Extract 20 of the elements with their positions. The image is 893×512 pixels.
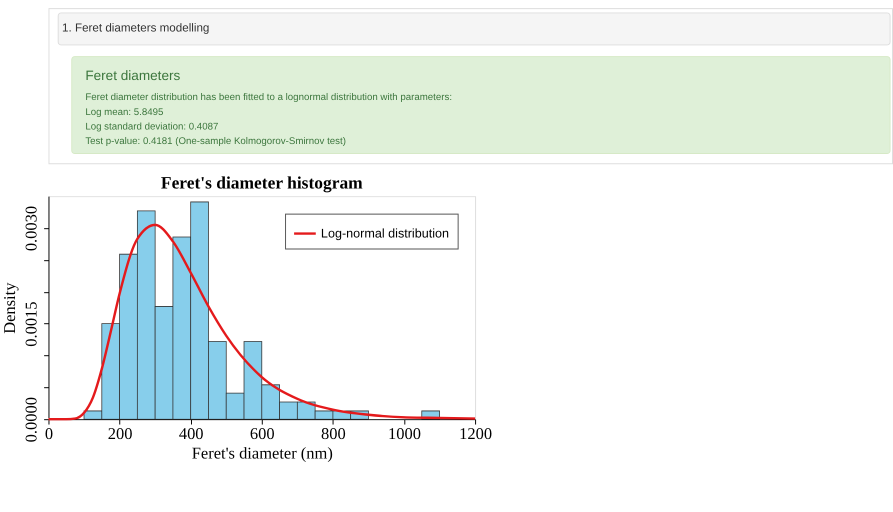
text: Test p-value: 0.4181 (One-sample Kolmogorov-Smirnov test) (85, 136, 346, 147)
x-tick-label: 0 (44, 424, 54, 444)
chart-title: Feret's diameter histogram (160, 172, 364, 192)
text: Log standard deviation: 0.4087 (85, 121, 218, 132)
legend-label: Log-normal distribution (320, 226, 450, 240)
y-tick-label: 0.0030 (21, 206, 40, 252)
x-axis-title: Feret's diameter (nm) (192, 443, 333, 462)
text: Log mean: 5.8495 (85, 106, 164, 118)
text: Feret diameter distribution has been fitted to a lognormal distribution with parameters: (85, 92, 452, 104)
y-tick-label: 0.0015 (21, 301, 40, 347)
text: Feret diameters (85, 68, 181, 83)
y-tick-label: 0.0000 (21, 397, 40, 442)
x-tick-label: 1200 (459, 424, 492, 444)
x-tick-label: 600 (250, 424, 275, 444)
y-axis-title: Density (0, 282, 20, 334)
x-tick-label: 800 (321, 424, 346, 444)
x-tick-label: 200 (108, 424, 132, 444)
text: 1. Feret diameters modelling (62, 21, 210, 34)
x-tick-label: 400 (178, 424, 204, 444)
x-tick-label: 1000 (388, 424, 421, 444)
